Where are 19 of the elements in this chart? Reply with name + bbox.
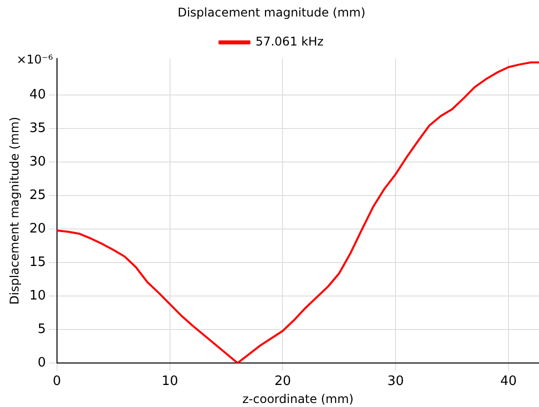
y-tick-label: 25 xyxy=(29,188,46,204)
x-tick-label: 20 xyxy=(274,374,292,390)
y-tick-label: 20 xyxy=(29,221,46,236)
y-tick-label: 5 xyxy=(38,322,46,337)
chart-title: Displacement magnitude (mm) xyxy=(178,5,366,20)
y-tick-label: 15 xyxy=(29,254,46,270)
y-tick-label: 30 xyxy=(29,154,46,170)
y-axis-title: Displacement magnitude (mm) xyxy=(7,116,22,305)
x-tick-label: 30 xyxy=(387,374,404,390)
y-tick-label: 10 xyxy=(29,288,46,304)
legend-label: 57.061 kHz xyxy=(255,34,324,49)
x-tick-label: 40 xyxy=(500,374,517,390)
y-tick-label: 35 xyxy=(29,121,46,136)
x-axis-title: z-coordinate (mm) xyxy=(242,392,354,406)
x-tick-label: 10 xyxy=(162,374,178,390)
text: ×10⁻⁶ xyxy=(16,52,54,67)
y-tick-label: 40 xyxy=(29,88,46,103)
x-tick-label: 0 xyxy=(52,374,62,390)
y-tick-label: 0 xyxy=(38,355,46,370)
